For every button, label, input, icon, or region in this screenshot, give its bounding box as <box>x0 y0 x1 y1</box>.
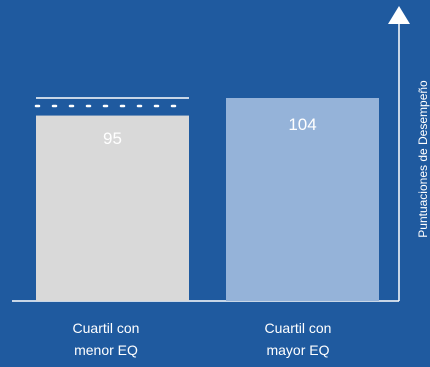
category-label-low-eq-line1: Cuartil con <box>72 320 140 336</box>
value-label-high-eq: 104 <box>288 115 316 134</box>
y-axis-title: Puntuaciones de Desempeño <box>416 80 430 238</box>
category-label-high-eq: Cuartil con mayor EQ <box>223 317 373 361</box>
bar-high-eq <box>226 98 379 301</box>
category-label-low-eq: Cuartil con menor EQ <box>31 317 181 361</box>
y-axis-arrow-icon <box>388 6 410 24</box>
category-label-high-eq-line1: Cuartil con <box>264 320 332 336</box>
category-label-low-eq-line2: menor EQ <box>74 342 138 358</box>
value-label-low-eq: 95 <box>103 129 122 148</box>
category-label-high-eq-line2: mayor EQ <box>266 342 330 358</box>
bars-group <box>36 98 379 301</box>
bar-low-eq <box>36 115 189 301</box>
axis-break-marker <box>34 97 191 108</box>
value-labels-group: 95 104 <box>103 115 317 148</box>
